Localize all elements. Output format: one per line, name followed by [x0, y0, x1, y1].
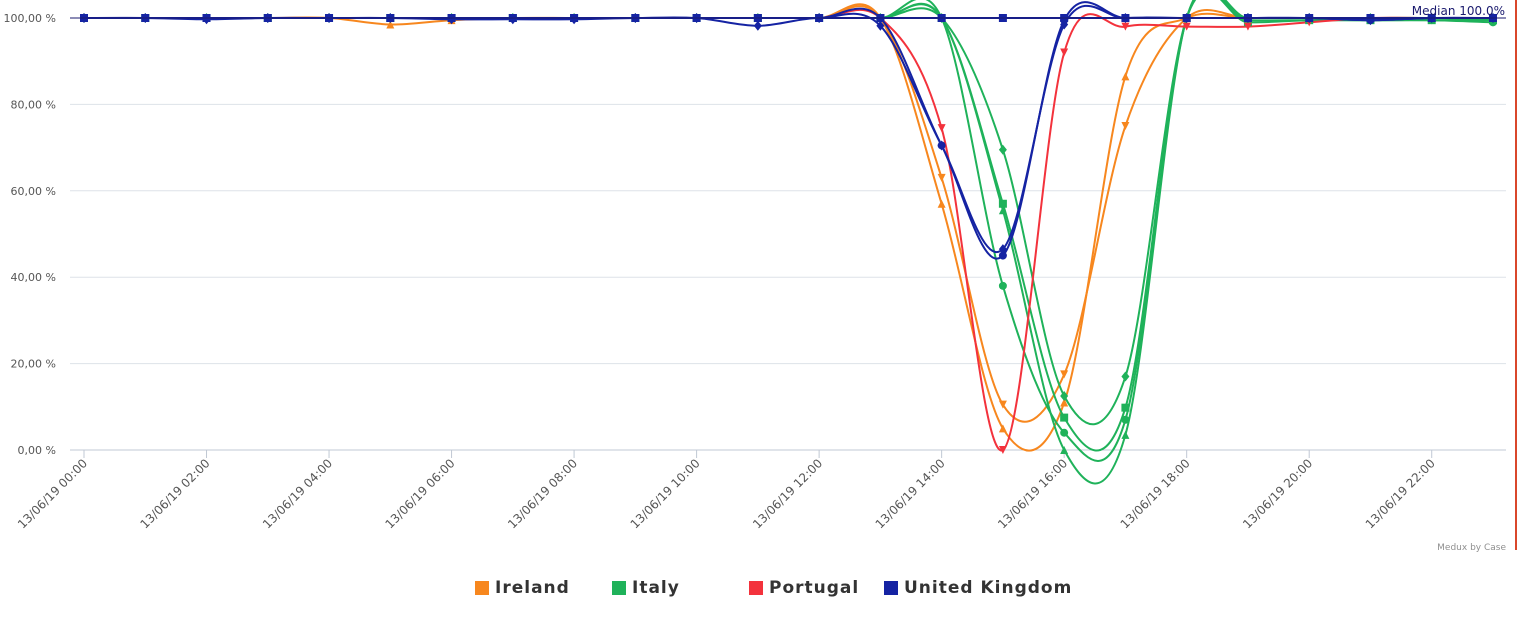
data-point[interactable]	[937, 124, 946, 133]
data-point[interactable]	[998, 251, 1007, 260]
data-point[interactable]	[1243, 22, 1252, 31]
chart-credit: Medux by Case	[1437, 543, 1506, 553]
legend-item-united-kingdom[interactable]: United Kingdom	[884, 578, 1072, 598]
data-point[interactable]	[1060, 428, 1069, 437]
data-point[interactable]	[1121, 430, 1130, 439]
data-point[interactable]	[937, 173, 946, 182]
legend-label: Portugal	[769, 578, 860, 598]
data-point[interactable]	[998, 206, 1007, 215]
data-point[interactable]	[1060, 446, 1069, 454]
data-point[interactable]	[937, 199, 946, 208]
y-tick-label: 60,00 %	[11, 185, 56, 198]
legend-swatch	[475, 581, 489, 595]
data-point[interactable]	[998, 400, 1007, 409]
data-point[interactable]	[1060, 413, 1069, 422]
data-point[interactable]	[753, 20, 762, 31]
data-point[interactable]	[386, 20, 395, 29]
legend-swatch	[884, 581, 898, 595]
chart-background	[0, 0, 1518, 560]
y-tick-label: 0,00 %	[18, 444, 56, 457]
data-point[interactable]	[1182, 22, 1191, 31]
legend-item-ireland[interactable]: Ireland	[475, 578, 570, 598]
data-point[interactable]	[1060, 370, 1069, 379]
data-point[interactable]	[876, 20, 885, 31]
data-point[interactable]	[1121, 22, 1130, 31]
legend-label: United Kingdom	[904, 578, 1073, 598]
data-point[interactable]	[1121, 371, 1130, 382]
legend-item-italy[interactable]: Italy	[612, 578, 680, 598]
legend-item-portugal[interactable]: Portugal	[749, 578, 859, 598]
data-point[interactable]	[998, 144, 1007, 155]
legend-label: Italy	[632, 578, 680, 598]
data-point[interactable]	[1121, 122, 1130, 130]
data-point[interactable]	[1121, 72, 1130, 81]
y-tick-label: 80,00 %	[11, 98, 56, 111]
data-point[interactable]	[998, 199, 1007, 208]
legend-swatch	[612, 581, 626, 595]
data-point[interactable]	[1060, 398, 1069, 407]
data-point[interactable]	[1060, 48, 1069, 57]
data-point[interactable]	[998, 281, 1007, 290]
data-point[interactable]	[998, 446, 1007, 454]
data-point[interactable]	[1121, 403, 1130, 412]
data-point[interactable]	[998, 244, 1007, 255]
data-point[interactable]	[1121, 415, 1130, 424]
y-tick-label: 40,00 %	[11, 271, 56, 284]
data-point[interactable]	[937, 140, 946, 151]
y-tick-label: 100,00 %	[4, 12, 56, 25]
line-chart: 0,00 % 20,00 % 40,00 % 60,00 % 80,00 % 100,00…	[0, 0, 1518, 560]
data-point[interactable]	[998, 424, 1007, 433]
legend-swatch	[749, 581, 763, 595]
chart-legend: Ireland Italy Portugal United Kingdom	[0, 578, 1518, 606]
y-tick-label: 20,00 %	[11, 358, 56, 371]
median-label: Median 100.0%	[1412, 4, 1505, 18]
legend-label: Ireland	[495, 578, 570, 598]
data-point[interactable]	[1060, 391, 1069, 401]
